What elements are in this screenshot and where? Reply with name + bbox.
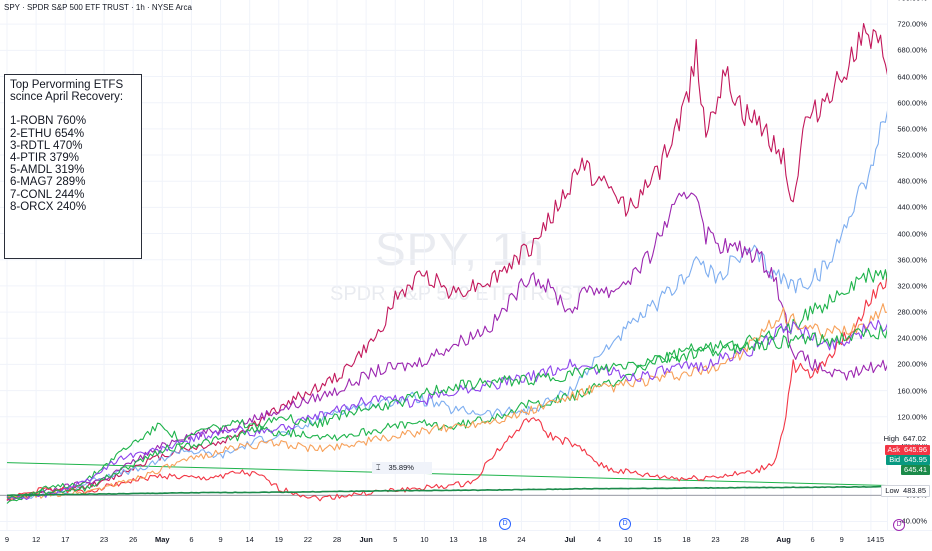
y-tick-label: 560.00% xyxy=(897,124,927,134)
x-tick-label: 18 xyxy=(478,535,487,544)
x-tick-label: 26 xyxy=(129,535,138,544)
y-tick-label: 400.00% xyxy=(897,229,927,239)
annotation-item: 3-RDTL 470% xyxy=(10,139,83,152)
last-value: 645.41 xyxy=(904,465,927,474)
x-tick-label: 23 xyxy=(99,535,109,544)
bid-value: 645.95 xyxy=(904,455,927,464)
trend-line[interactable] xyxy=(6,462,887,487)
annotation-item: 1-ROBN 760% xyxy=(10,115,87,128)
x-tick-label: 22 xyxy=(303,535,313,544)
bid-price-label: Bid 645.95 xyxy=(886,455,930,465)
y-tick-label: 440.00% xyxy=(897,202,927,212)
x-tick-label: Aug xyxy=(776,535,791,544)
low-value: 483.85 xyxy=(903,486,926,495)
y-tick-label: 360.00% xyxy=(897,255,927,265)
low-price-label: Low 483.85 xyxy=(881,485,930,497)
y-tick-label: 240.00% xyxy=(897,333,927,343)
y-tick-label: 640.00% xyxy=(897,72,927,82)
series-line-amdl[interactable] xyxy=(6,267,887,504)
x-tick-label: 10 xyxy=(624,535,633,544)
high-price-label: High 647.02 xyxy=(880,434,929,444)
annotation-item: 6-MAG7 289% xyxy=(10,176,86,189)
annotation-title-line1: Top Pervorming ETFS xyxy=(10,79,124,91)
y-tick-label: -40.00% xyxy=(899,516,927,526)
y-tick-label: 720.00% xyxy=(897,19,927,29)
x-tick-label: 17 xyxy=(61,535,70,544)
series-line-ptir[interactable] xyxy=(6,243,887,502)
annotation-box[interactable]: Top Pervorming ETFS scince April Recover… xyxy=(4,74,142,259)
x-tick-label: 15 xyxy=(875,535,885,544)
event-marker-icon[interactable]: D xyxy=(619,518,631,530)
bid-tag: Bid xyxy=(889,455,901,464)
x-tick-label: 9 xyxy=(218,535,223,544)
event-marker-icon[interactable]: D xyxy=(893,519,905,531)
series-line-spy[interactable] xyxy=(7,485,887,497)
y-tick-label: 200.00% xyxy=(897,359,927,369)
x-tick-label: 13 xyxy=(449,535,458,544)
y-tick-label: 120.00% xyxy=(897,412,927,422)
series-line-rdtl[interactable] xyxy=(6,191,887,502)
x-tick-label: 10 xyxy=(420,535,429,544)
x-tick-label: 5 xyxy=(393,535,398,544)
price-plot[interactable] xyxy=(0,0,887,530)
measure-icon: ⌶ xyxy=(376,463,381,472)
series-line-ethu[interactable] xyxy=(6,85,887,501)
x-tick-label: 14 xyxy=(866,535,876,544)
ask-value: 645.96 xyxy=(904,445,927,454)
y-tick-label: 160.00% xyxy=(897,386,927,396)
annotation-title-line2: scince April Recovery: xyxy=(10,91,124,104)
y-tick-label: 520.00% xyxy=(897,150,927,160)
y-tick-label: 320.00% xyxy=(897,281,927,291)
y-tick-label: 680.00% xyxy=(897,45,927,55)
series-line-mag7[interactable] xyxy=(6,303,887,501)
x-tick-label: 12 xyxy=(31,535,41,544)
x-tick-label: 24 xyxy=(517,535,526,544)
y-tick-label: 760.00% xyxy=(897,0,927,3)
annotation-item: 4-PTIR 379% xyxy=(10,152,80,165)
x-tick-label: 23 xyxy=(711,535,720,544)
x-tick-label: 9 xyxy=(4,535,10,544)
x-tick-label: 6 xyxy=(810,535,815,544)
y-tick-label: 600.00% xyxy=(897,98,927,108)
last-price-label: 645.41 xyxy=(901,465,930,475)
x-tick-label: May xyxy=(155,535,170,544)
x-tick-label: 6 xyxy=(189,535,194,544)
ask-price-label: Ask 645.96 xyxy=(884,445,930,455)
x-tick-label: Jun xyxy=(359,535,373,544)
event-marker-icon[interactable]: D xyxy=(499,518,511,530)
high-value: 647.02 xyxy=(903,434,926,443)
measure-value: 35.89% xyxy=(388,463,414,472)
x-tick-label: 28 xyxy=(740,535,749,544)
symbol-header[interactable]: SPY · SPDR S&P 500 ETF TRUST · 1h · NYSE… xyxy=(4,3,192,12)
measure-label[interactable]: ⌶ 35.89% xyxy=(372,462,432,474)
x-tick-label: 9 xyxy=(839,535,844,544)
ask-tag: Ask xyxy=(887,445,901,454)
low-tag: Low xyxy=(885,486,900,495)
annotation-item: 7-CONL 244% xyxy=(10,188,85,201)
x-tick-label: 18 xyxy=(682,535,691,544)
annotation-item: 2-ETHU 654% xyxy=(10,127,85,140)
x-tick-label: 15 xyxy=(653,535,662,544)
time-axis[interactable]: 9 12 17 23 26 May 6 9 14 19 22 28 Jun 5 10 13 18 24 Jul 4 10… xyxy=(0,530,932,551)
x-tick-label: Jul xyxy=(564,535,576,544)
x-tick-label: 19 xyxy=(274,535,283,544)
y-tick-label: 480.00% xyxy=(897,176,927,186)
y-tick-label: 280.00% xyxy=(897,307,927,317)
annotation-item: 8-ORCX 240% xyxy=(10,200,87,213)
high-tag: High xyxy=(883,434,900,443)
annotation-item: 5-AMDL 319% xyxy=(10,164,85,177)
x-tick-label: 14 xyxy=(245,535,254,544)
watermark-symbol: SPY, 1h xyxy=(375,223,545,275)
x-tick-label: 28 xyxy=(332,535,342,544)
x-tick-label: 4 xyxy=(597,535,602,544)
series-line-orcx[interactable] xyxy=(6,325,887,499)
